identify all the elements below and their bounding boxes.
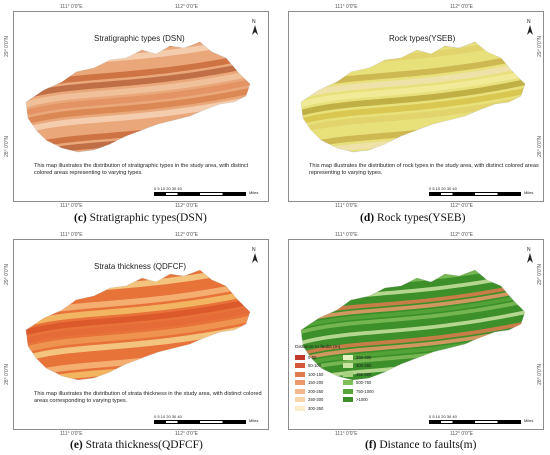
lon-label-bottom-1: 111° 0'0"E — [335, 431, 358, 437]
legend-label: 500-750 — [356, 380, 372, 385]
legend-swatch — [343, 371, 353, 377]
legend-item: 100-150 — [295, 371, 323, 377]
lat-label-1: 29° 0'0"N — [537, 264, 543, 285]
map-description: This map illustrates the distribution of… — [34, 391, 262, 404]
legend-swatch — [295, 371, 305, 377]
map-title: Rock types(YSEB) — [389, 34, 456, 43]
map-f — [300, 269, 526, 381]
lat-label-1: 29° 0'0"N — [537, 36, 543, 57]
legend-label: 450-500 — [356, 371, 372, 377]
legend-item: 400-450 — [343, 363, 371, 369]
legend-swatch — [343, 380, 353, 385]
legend-item: 200-250 — [295, 388, 323, 394]
lat-label-1: 29° 0'0"N — [4, 36, 10, 57]
legend-label: 50-100 — [308, 363, 322, 368]
legend-item: 250-300 — [295, 397, 323, 403]
lon-label-top-1: 111° 0'0"E — [60, 232, 83, 238]
legend-swatch — [343, 388, 353, 394]
panel-f: 111° 0'0"E 112° 0'0"E N Distance to faul… — [275, 228, 550, 455]
north-arrow-icon: N — [525, 247, 535, 264]
legend-swatch — [295, 354, 305, 360]
caption-f: (f) Distance to faults(m) — [365, 439, 477, 451]
lon-label-top-1: 111° 0'0"E — [335, 232, 358, 238]
scale-bar: 0 5 10 20 30 40 Miles — [429, 414, 534, 424]
legend-title: Distance to faults (m) — [295, 345, 341, 350]
map-frame-d: Rock types(YSEB) N This map illustrates … — [288, 11, 544, 202]
map-title: Stratigraphic types (DSN) — [94, 34, 185, 43]
caption-c: (c) Stratigraphic types(DSN) — [74, 212, 207, 224]
map-e — [25, 269, 251, 381]
legend-swatch — [295, 388, 305, 394]
legend-swatch — [295, 405, 305, 411]
legend-label: 100-150 — [308, 371, 324, 377]
lon-label-top-2: 112° 0'0"E — [175, 4, 198, 10]
map-description: This map illustrates the distribution of… — [309, 163, 539, 176]
panel-e: 111° 0'0"E 112° 0'0"E Strata thickness (… — [0, 228, 275, 455]
scale-bar: 0 5 10 20 30 40 Miles — [154, 414, 259, 424]
legend-swatch — [343, 397, 353, 402]
map-frame-e: Strata thickness (QDFCF) N This map illu… — [13, 239, 269, 430]
north-arrow-icon: N — [250, 247, 260, 264]
lon-label-bottom-2: 112° 0'0"E — [450, 431, 473, 437]
scale-bar: 0 5 10 20 30 40 Miles — [154, 186, 259, 196]
lon-label-top-2: 112° 0'0"E — [450, 232, 473, 238]
legend-item: 450-500 — [343, 371, 371, 377]
legend-item: 50-100 — [295, 363, 321, 369]
lon-label-bottom-2: 112° 0'0"E — [450, 203, 473, 209]
north-arrow-icon: N — [525, 19, 535, 36]
legend-swatch — [343, 354, 353, 360]
legend-item: 0-50 — [295, 354, 316, 360]
lon-label-top-2: 112° 0'0"E — [450, 4, 473, 10]
lat-label-1: 29° 0'0"N — [4, 264, 10, 285]
legend-label: 0-50 — [308, 354, 317, 360]
legend-label: 350-400 — [356, 354, 372, 360]
lon-label-bottom-1: 111° 0'0"E — [60, 431, 83, 437]
legend-label: 750-1000 — [356, 388, 374, 394]
region-shape — [25, 41, 251, 153]
legend-item: 300-350 — [295, 405, 323, 411]
region-shape — [300, 41, 526, 153]
lon-label-top-2: 112° 0'0"E — [175, 232, 198, 238]
map-title: Strata thickness (QDFCF) — [94, 262, 187, 271]
lon-label-bottom-1: 111° 0'0"E — [60, 203, 83, 209]
lon-label-bottom-2: 112° 0'0"E — [175, 203, 198, 209]
map-d — [300, 41, 526, 153]
legend-label: 400-450 — [356, 363, 372, 368]
legend-item: >1000 — [343, 397, 368, 403]
legend-swatch — [343, 363, 353, 368]
legend-label: 300-350 — [308, 405, 324, 411]
legend-item: 150-200 — [295, 380, 323, 386]
legend-swatch — [295, 397, 305, 402]
lat-label-2: 28° 0'0"N — [537, 364, 543, 385]
legend-swatch — [295, 363, 305, 368]
region-shape — [25, 269, 251, 381]
legend-swatch — [295, 380, 305, 385]
lon-label-bottom-2: 112° 0'0"E — [175, 431, 198, 437]
map-description: This map illustrates the distribution of… — [34, 163, 249, 176]
legend-label: 250-300 — [308, 397, 324, 402]
map-frame-f: N Distance to faults (m) 0-50 50-100 100-1… — [288, 239, 544, 430]
panel-d: 111° 0'0"E 112° 0'0"E Rock types(YSEB) N… — [275, 0, 550, 228]
legend-item: 750-1000 — [343, 388, 374, 394]
scale-bar: 0 5 10 20 30 40 Miles — [429, 186, 534, 196]
legend-label: >1000 — [356, 397, 368, 402]
panel-c: 111° 0'0"E 112° 0'0"E Stratigraphic type… — [0, 0, 275, 228]
lon-label-bottom-1: 111° 0'0"E — [335, 203, 358, 209]
north-arrow-icon: N — [250, 19, 260, 36]
legend-label: 200-250 — [308, 388, 324, 394]
legend: Distance to faults (m) 0-50 50-100 100-150… — [295, 345, 425, 425]
lat-label-2: 28° 0'0"N — [537, 136, 543, 157]
legend-item: 500-750 — [343, 380, 371, 386]
caption-e: (e) Strata thickness(QDFCF) — [70, 439, 203, 451]
lon-label-top-1: 111° 0'0"E — [335, 4, 358, 10]
lat-label-2: 28° 0'0"N — [4, 364, 10, 385]
legend-item: 350-400 — [343, 354, 371, 360]
legend-label: 150-200 — [308, 380, 324, 385]
lat-label-2: 28° 0'0"N — [4, 136, 10, 157]
map-c — [25, 41, 251, 153]
lon-label-top-1: 111° 0'0"E — [60, 4, 83, 10]
map-frame-c: Stratigraphic types (DSN) N This map ill… — [13, 11, 269, 202]
caption-d: (d) Rock types(YSEB) — [360, 212, 466, 224]
